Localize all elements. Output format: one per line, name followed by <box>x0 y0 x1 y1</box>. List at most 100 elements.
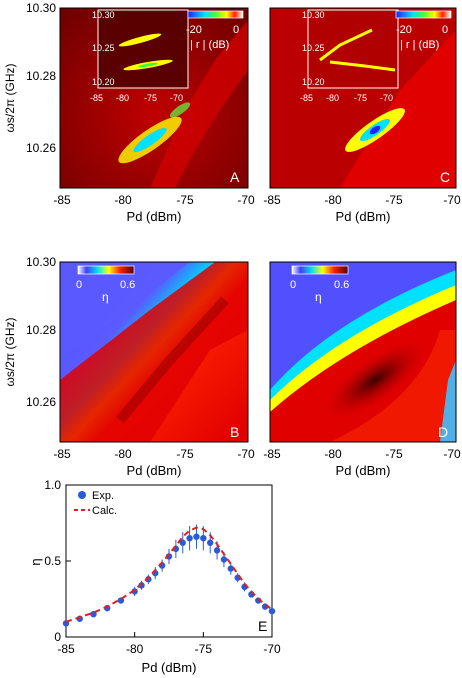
heatmap-d-right-falloff <box>330 330 456 442</box>
panel-letter-e: E <box>258 618 267 634</box>
heatmap-b-low-region <box>60 262 190 360</box>
legend-exp-marker <box>78 491 86 499</box>
frame-c <box>269 7 457 189</box>
colorbar-d-tick-right: 0.6 <box>334 279 349 291</box>
panel-letter-a: A <box>230 169 240 185</box>
inset-c-upper-line <box>319 28 373 62</box>
inset-a-upper-line <box>118 33 162 47</box>
legend-calc-label: Calc. <box>92 505 117 517</box>
xtick-c-4: -70 <box>443 193 461 207</box>
xtick-label-e: -80 <box>126 642 144 656</box>
exp-point <box>193 533 200 540</box>
heatmap-a-resonance-tail <box>169 102 191 118</box>
colorbar-b-tick-left: 0 <box>76 279 82 291</box>
ytick-a-1: 10.30 <box>26 1 56 15</box>
panel-letter-b: B <box>230 424 239 440</box>
xtick-b-4: -70 <box>237 447 255 461</box>
xtick-c-1: -85 <box>263 193 281 207</box>
frame-a <box>59 7 249 189</box>
xlabel-a: Pd (dBm) <box>127 209 182 224</box>
ylabel-a: ωs/2π (GHz) <box>3 64 17 133</box>
inset-c-xtick-1: -85 <box>300 93 313 103</box>
colorbar-a-tick-right: 0 <box>233 24 239 36</box>
colorbar-c-tick-right: 0 <box>442 24 448 36</box>
exp-point <box>268 607 276 615</box>
xtick-a-4: -70 <box>237 193 255 207</box>
xlabel-d: Pd (dBm) <box>336 463 391 478</box>
colorbar-c <box>395 10 452 19</box>
xtick-d-1: -85 <box>263 447 281 461</box>
heatmap-a-resonance-core <box>133 127 167 153</box>
colorbar-a <box>187 10 244 19</box>
exp-point <box>227 565 234 572</box>
panel-e: -85 -80 -75 -70 0 0.5 1.0 η Pd (dBm) Exp. Calc… <box>28 478 281 675</box>
ytick-label-e: 0 <box>54 630 61 644</box>
ytick-a-3: 10.26 <box>26 141 56 155</box>
inset-c-ytick-3: 10.20 <box>302 77 325 87</box>
exp-point <box>207 539 214 546</box>
inset-c-ytick-2: 10.25 <box>302 43 325 53</box>
exp-point <box>220 556 228 563</box>
xlabel-b: Pd (dBm) <box>127 463 182 478</box>
ytick-label-e: 0.5 <box>44 554 61 568</box>
inset-c-lower-line <box>329 60 396 72</box>
inset-c <box>307 9 399 89</box>
xtick-label-e: -75 <box>195 642 213 656</box>
xtick-d-3: -75 <box>385 447 403 461</box>
xtick-d-4: -70 <box>443 447 461 461</box>
ytick-label-e: 1.0 <box>44 478 61 492</box>
heatmap-a-band <box>150 20 248 188</box>
inset-a <box>97 9 189 89</box>
heatmap-b-peak-ridge <box>116 296 229 424</box>
colorbar-d <box>291 265 349 275</box>
xtick-label-e: -70 <box>263 642 281 656</box>
ytick-a-2: 10.28 <box>26 69 56 83</box>
inset-a-xtick-3: -75 <box>144 93 157 103</box>
xtick-a-2: -80 <box>114 193 132 207</box>
heatmap-b-high-region <box>60 262 248 442</box>
frame-d <box>269 261 457 443</box>
colorbar-c-label: | r | (dB) <box>400 39 439 51</box>
colorbar-b-tick-right: 0.6 <box>120 279 135 291</box>
xtick-c-3: -75 <box>385 193 403 207</box>
panel-c: 10.30 10.25 10.20 -85 -80 -75 -70 -20 0 … <box>269 7 457 189</box>
colorbar-a-tick-left: -20 <box>186 24 202 36</box>
inset-a-xtick-4: -70 <box>170 93 183 103</box>
xtick-c-2: -80 <box>324 193 342 207</box>
xlabel-c: Pd (dBm) <box>336 209 391 224</box>
colorbar-b <box>77 265 135 275</box>
heatmap-d-peak <box>324 341 426 419</box>
xtick-d-2: -80 <box>324 447 342 461</box>
inset-a-xtick-2: -80 <box>116 93 129 103</box>
legend-exp-label: Exp. <box>92 490 114 502</box>
ytick-b-2: 10.28 <box>26 323 56 337</box>
panel-d: 0 0.6 η D <box>269 261 457 443</box>
ylabel-e: η <box>28 558 43 565</box>
inset-c-xtick-4: -70 <box>380 93 393 103</box>
inset-c-ytick-1: 10.30 <box>302 10 325 20</box>
exp-point <box>179 539 186 546</box>
ytick-b-1: 10.30 <box>26 255 56 269</box>
xtick-b-3: -75 <box>176 447 194 461</box>
xtick-a-1: -85 <box>53 193 71 207</box>
calc-series-line <box>65 526 273 623</box>
frame-b <box>59 261 249 443</box>
exp-point <box>200 535 207 542</box>
xtick-label-e: -85 <box>57 642 75 656</box>
xtick-b-1: -85 <box>53 447 71 461</box>
colorbar-d-label: η <box>315 290 322 304</box>
colorbar-a-label: | r | (dB) <box>190 39 229 51</box>
colorbar-d-tick-left: 0 <box>290 279 296 291</box>
colorbar-c-tick-left: -20 <box>396 24 412 36</box>
axes-top-rows: 10.30 10.28 10.26 10.30 10.28 10.26 ωs/2… <box>3 1 461 478</box>
inset-a-ytick-1: 10.30 <box>92 10 115 20</box>
inset-a-ytick-3: 10.20 <box>92 77 115 87</box>
heatmap-c-resonance-center <box>369 125 381 135</box>
panel-b: 0 0.6 η B <box>59 261 249 443</box>
colorbar-b-label: η <box>102 290 109 304</box>
panel-letter-d: D <box>438 424 448 440</box>
inset-c-xtick-2: -80 <box>326 93 339 103</box>
panel-letter-c: C <box>440 169 450 185</box>
ylabel-b: ωs/2π (GHz) <box>3 318 17 387</box>
